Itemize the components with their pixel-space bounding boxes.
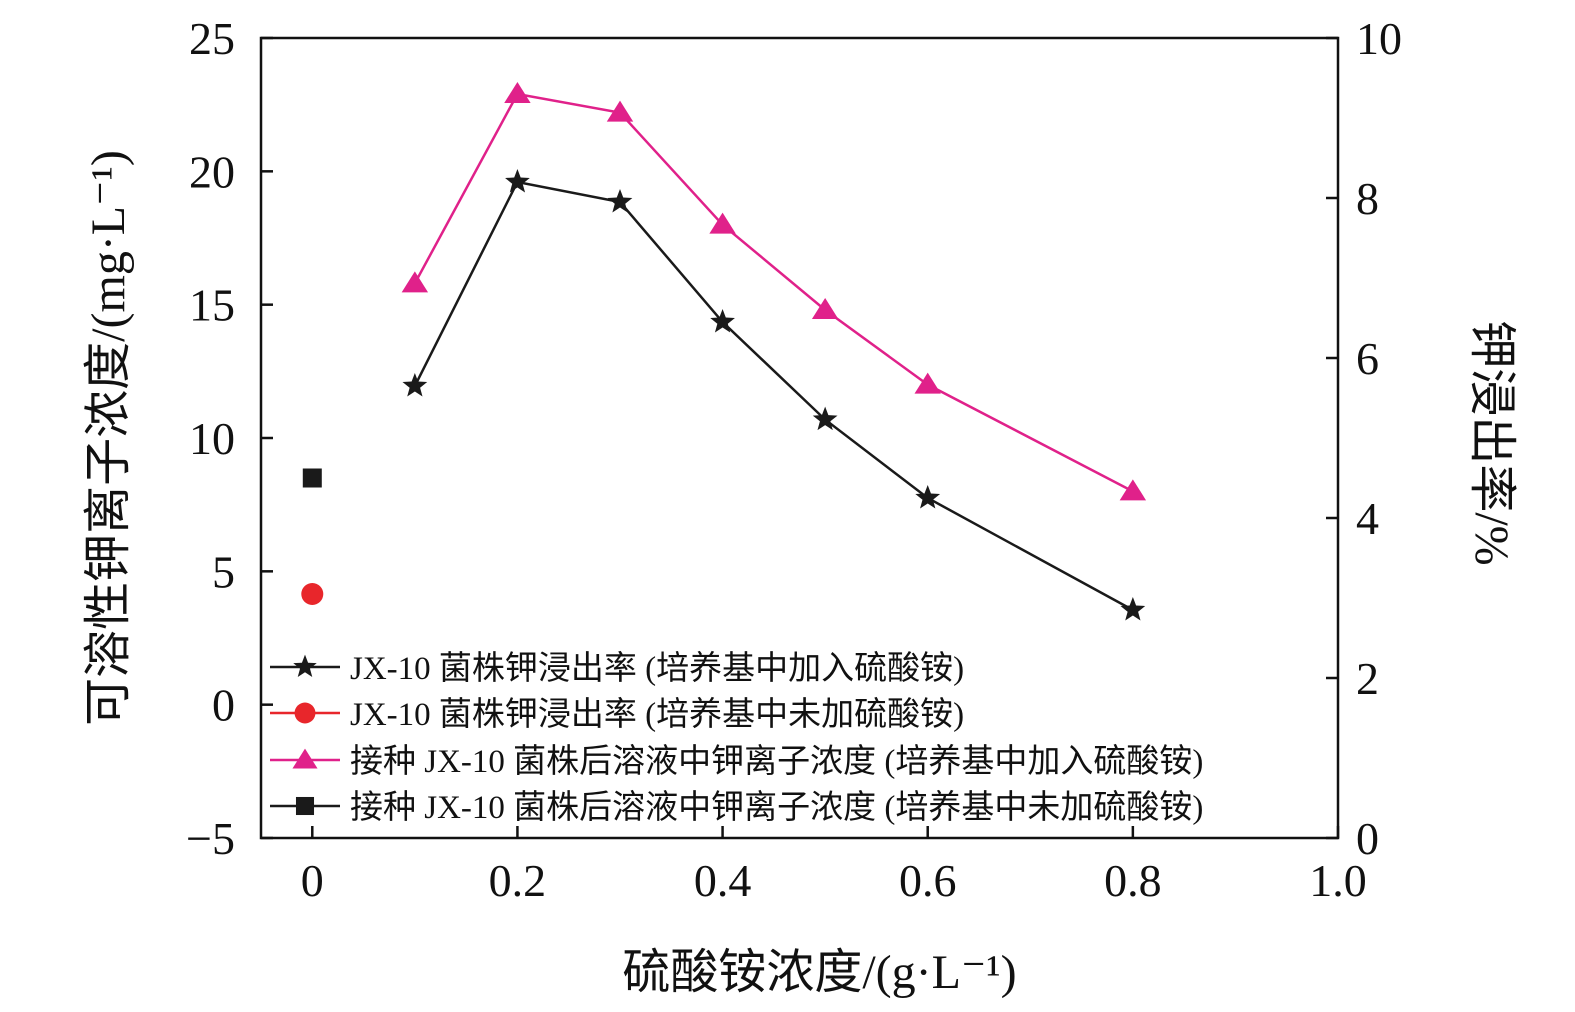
- y-right-tick-label: 10: [1356, 13, 1402, 64]
- data-point-star: [812, 406, 838, 431]
- y-right-tick-label: 0: [1356, 813, 1379, 864]
- legend-item: 接种 JX-10 菌株后溶液中钾离子浓度 (培养基中加入硫酸铵): [270, 743, 1203, 780]
- data-point-triangle: [709, 212, 736, 234]
- data-point-star: [607, 189, 633, 213]
- data-point-triangle: [504, 82, 531, 103]
- data-point-triangle: [401, 271, 429, 293]
- x-tick-label: 0.4: [694, 855, 752, 906]
- data-point-star: [402, 373, 428, 397]
- legend-label: 接种 JX-10 菌株后溶液中钾离子浓度 (培养基中未加硫酸铵): [350, 789, 1203, 826]
- x-tick-label: 1.0: [1309, 855, 1367, 906]
- y-right-tick-label: 6: [1356, 333, 1379, 384]
- data-point-triangle: [914, 372, 941, 394]
- data-point-star: [505, 169, 530, 193]
- y-right-axis-ticks: 0 2 4 6 8 10: [1326, 13, 1402, 864]
- y-left-axis-ticks: −5 0 5 10 15 20 25: [186, 13, 273, 864]
- legend-item: 接种 JX-10 菌株后溶液中钾离子浓度 (培养基中未加硫酸铵): [270, 789, 1203, 826]
- data-point-triangle: [811, 298, 839, 319]
- legend-item: JX-10 菌株钾浸出率 (培养基中未加硫酸铵): [270, 696, 964, 733]
- y-left-axis-title: 可溶性钾离子浓度/(mg·L⁻¹): [82, 150, 135, 726]
- series-triangle: [401, 82, 1147, 501]
- y-left-tick-label: 0: [212, 680, 235, 731]
- data-point-star: [710, 309, 735, 333]
- legend: JX-10 菌株钾浸出率 (培养基中加入硫酸铵) JX-10 菌株钾浸出率 (培养…: [270, 650, 1203, 826]
- y-left-tick-label: 20: [189, 146, 235, 197]
- legend-marker-triangle: [292, 748, 318, 769]
- legend-marker-square: [295, 796, 315, 816]
- data-point-square: [302, 468, 322, 488]
- y-left-tick-label: −5: [186, 813, 235, 864]
- y-right-tick-label: 2: [1356, 653, 1379, 704]
- data-point-triangle: [1119, 479, 1147, 501]
- x-tick-label: 0.6: [899, 855, 957, 906]
- series-layer: [301, 82, 1147, 621]
- y-left-tick-label: 10: [189, 413, 235, 464]
- legend-marker-circle: [294, 702, 316, 724]
- legend-label: JX-10 菌株钾浸出率 (培养基中加入硫酸铵): [350, 650, 964, 687]
- x-tick-label: 0.2: [489, 855, 547, 906]
- y-left-tick-label: 15: [189, 280, 235, 331]
- legend-label: 接种 JX-10 菌株后溶液中钾离子浓度 (培养基中加入硫酸铵): [350, 743, 1203, 780]
- y-left-tick-label: 5: [212, 546, 235, 597]
- x-axis-ticks: 0 0.2 0.4 0.6 0.8 1.0: [301, 826, 1367, 906]
- legend-label: JX-10 菌株钾浸出率 (培养基中未加硫酸铵): [350, 696, 964, 733]
- data-point-triangle: [606, 100, 634, 122]
- y-right-tick-label: 4: [1356, 493, 1379, 544]
- legend-marker-star: [293, 654, 317, 677]
- series-square: [302, 468, 322, 488]
- data-point-star: [915, 485, 941, 509]
- data-point-circle: [301, 583, 324, 605]
- x-tick-label: 0: [301, 855, 324, 906]
- y-right-axis-title: 钾浸出率/%: [1465, 320, 1518, 565]
- series-star: [402, 169, 1146, 621]
- y-left-tick-label: 25: [189, 13, 235, 64]
- data-point-star: [1120, 597, 1146, 621]
- x-axis-title: 硫酸铵浓度/(g·L⁻¹): [622, 946, 1016, 999]
- legend-item: JX-10 菌株钾浸出率 (培养基中加入硫酸铵): [270, 650, 964, 687]
- x-tick-label: 0.8: [1104, 855, 1162, 906]
- series-circle: [301, 583, 324, 605]
- y-right-tick-label: 8: [1356, 173, 1379, 224]
